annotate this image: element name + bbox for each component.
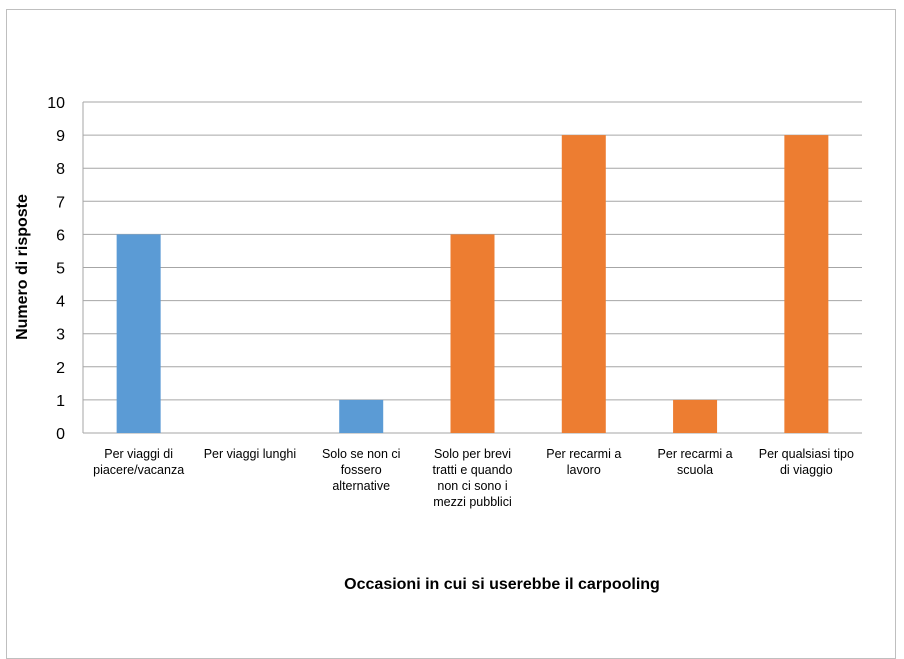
y-tick-label: 7 bbox=[56, 194, 65, 211]
y-tick-label: 5 bbox=[56, 261, 65, 278]
x-category-label-line: Per recarmi a bbox=[658, 447, 733, 461]
x-category-label-line: scuola bbox=[677, 463, 713, 477]
y-tick-label: 4 bbox=[56, 294, 65, 311]
y-tick-label: 1 bbox=[56, 393, 65, 410]
x-category-label-line: alternative bbox=[332, 479, 390, 493]
bar bbox=[784, 135, 829, 433]
gridlines bbox=[82, 101, 862, 434]
bars bbox=[116, 135, 829, 433]
y-tick-label: 10 bbox=[47, 95, 65, 112]
x-category-label-line: non ci sono i bbox=[437, 479, 507, 493]
x-category-label: Per qualsiasi tipo di viaggio bbox=[759, 447, 854, 477]
x-category-label-line: mezzi pubblici bbox=[433, 495, 512, 509]
y-tick-label: 6 bbox=[56, 227, 65, 244]
x-category-label: Per viaggi lunghi bbox=[204, 447, 296, 461]
x-category-label: Solo per brevi tratti e quando non ci sono… bbox=[433, 447, 513, 509]
bar bbox=[561, 135, 606, 433]
x-category-label: Per recarmi a lavoro bbox=[546, 447, 621, 477]
y-tick-label: 0 bbox=[56, 426, 65, 443]
y-tick-label: 8 bbox=[56, 161, 65, 178]
y-tick-label: 9 bbox=[56, 128, 65, 145]
x-category-label: Per recarmi a scuola bbox=[658, 447, 733, 477]
y-axis-title: Numero di risposte bbox=[14, 194, 31, 340]
bar bbox=[450, 234, 495, 433]
x-category-label-line: Solo se non ci bbox=[322, 447, 401, 461]
x-category-label-line: lavoro bbox=[567, 463, 601, 477]
x-category-labels: Per viaggi di piacere/vacanza Per viaggi l… bbox=[93, 447, 854, 509]
bar bbox=[339, 399, 384, 433]
bar bbox=[116, 234, 161, 433]
x-category-label-line: Per viaggi lunghi bbox=[204, 447, 296, 461]
x-category-label-line: Per viaggi di bbox=[104, 447, 173, 461]
y-tick-labels: 0 1 2 3 4 5 6 7 8 9 10 bbox=[47, 95, 65, 443]
x-category-label-line: Solo per brevi bbox=[434, 447, 511, 461]
x-category-label-line: Per qualsiasi tipo bbox=[759, 447, 854, 461]
x-category-label-line: Per recarmi a bbox=[546, 447, 621, 461]
x-category-label: Solo se non ci fossero alternative bbox=[322, 447, 401, 493]
x-axis-title: Occasioni in cui si userebbe il carpooli… bbox=[344, 576, 660, 593]
y-tick-label: 3 bbox=[56, 327, 65, 344]
x-category-label-line: fossero bbox=[341, 463, 382, 477]
x-category-label-line: tratti e quando bbox=[433, 463, 513, 477]
bar bbox=[673, 399, 718, 433]
y-tick-label: 2 bbox=[56, 360, 65, 377]
x-category-label-line: piacere/vacanza bbox=[93, 463, 184, 477]
x-category-label: Per viaggi di piacere/vacanza bbox=[93, 447, 184, 477]
x-category-label-line: di viaggio bbox=[780, 463, 833, 477]
